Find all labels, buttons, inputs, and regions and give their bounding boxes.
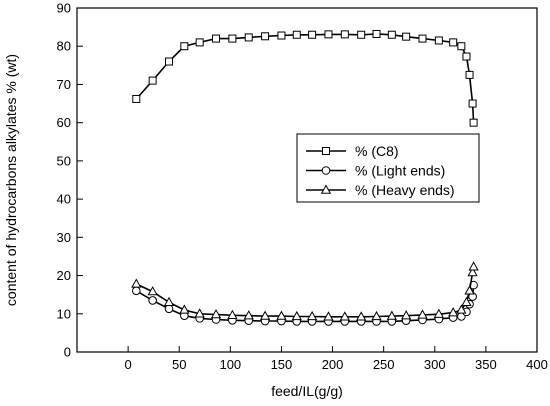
legend-marker-square [322,147,330,155]
point-square-13 [340,30,349,39]
point-square-18 [418,34,427,43]
point-square-0 [132,94,141,103]
point-triangle-11 [306,310,318,321]
point-square-4 [195,38,204,47]
point-triangle-0 [131,278,142,288]
x-tick-label-8: 400 [526,357,548,372]
point-triangle-18 [417,309,428,319]
legend-marker-circle [321,166,331,175]
legend-label-circle: % (Light ends) [355,163,445,179]
point-square-5 [212,34,221,43]
point-square-11 [308,30,317,39]
point-triangle-14 [356,311,367,321]
y-tick-label-7: 70 [57,77,71,92]
point-square-9 [277,31,286,40]
legend: % (C8) % (Light ends) % (Heavy ends) [296,133,480,203]
point-triangle-1 [147,286,158,296]
x-tick-label-5: 250 [373,357,395,372]
point-square-7 [244,33,253,42]
y-tick-label-5: 50 [57,153,71,168]
point-triangle-2 [163,296,175,307]
point-square-3 [180,42,189,51]
y-tick-label-4: 40 [57,192,71,207]
point-circle-2 [164,304,174,314]
x-tick-label-6: 300 [424,357,446,372]
y-tick-label-0: 0 [64,345,71,360]
x-tick-label-7: 350 [475,357,497,372]
point-square-23 [465,70,474,79]
x-tick-label-2: 100 [219,357,241,372]
point-square-21 [457,42,466,51]
legend-marker-triangle [320,184,332,194]
series-layer [131,29,479,326]
point-triangle-17 [401,310,412,320]
y-tick-label-8: 80 [57,39,71,54]
point-triangle-20 [448,307,459,317]
y-tick-label-9: 90 [57,1,71,16]
point-square-8 [261,32,270,41]
point-triangle-16 [386,310,397,320]
x-tick-label-3: 150 [271,357,293,372]
point-triangle-15 [371,310,382,321]
point-square-19 [434,36,443,45]
y-tick-label-1: 10 [57,306,71,321]
x-tick-label-1: 50 [172,357,186,372]
point-triangle-8 [259,310,271,320]
legend-label-square: % (C8) [355,143,399,159]
point-triangle-21 [456,304,467,314]
point-triangle-5 [210,309,222,319]
point-triangle-24 [467,266,478,277]
point-square-24 [468,99,477,108]
point-circle-1 [148,296,157,305]
point-triangle-6 [227,309,238,320]
y-axis-title: content of hydrocarbons alkylates % (wt) [3,54,19,306]
point-triangle-7 [243,310,254,320]
series-square [132,29,478,127]
y-tick-label-2: 20 [57,268,71,283]
point-circle-0 [131,286,141,296]
point-triangle-9 [276,310,287,320]
point-triangle-10 [291,310,302,321]
point-square-2 [165,57,173,66]
point-square-15 [372,29,381,38]
legend-items: % (C8) % (Light ends) % (Heavy ends) [306,143,455,198]
point-square-1 [148,76,157,85]
x-tick-label-0: 0 [124,357,131,372]
axis-ticks: 0 50 100 150 200 250 300 350 400 0 10 20 30 40 50 60 70 8… [57,1,548,373]
series-triangle [131,261,479,321]
point-triangle-23 [464,285,475,295]
series-circle [131,280,478,326]
y-tick-label-6: 60 [57,115,71,130]
point-square-20 [449,38,458,47]
point-triangle-12 [323,311,334,321]
x-tick-label-4: 200 [322,357,344,372]
point-square-17 [402,32,411,41]
point-triangle-25 [468,261,479,271]
point-square-16 [387,30,396,39]
point-triangle-19 [433,308,445,318]
point-triangle-22 [461,296,472,307]
plot-frame [76,7,538,353]
point-triangle-3 [179,304,190,314]
legend-label-triangle: % (Heavy ends) [355,182,455,198]
y-tick-label-3: 30 [57,230,71,245]
point-square-6 [228,34,237,43]
point-triangle-13 [339,311,350,321]
point-square-10 [292,30,301,39]
point-square-22 [462,52,471,61]
x-axis-title: feed/IL(g/g) [271,383,343,399]
point-triangle-4 [194,308,205,318]
point-square-14 [357,30,366,39]
point-square-12 [324,30,333,39]
point-square-25 [469,118,478,127]
